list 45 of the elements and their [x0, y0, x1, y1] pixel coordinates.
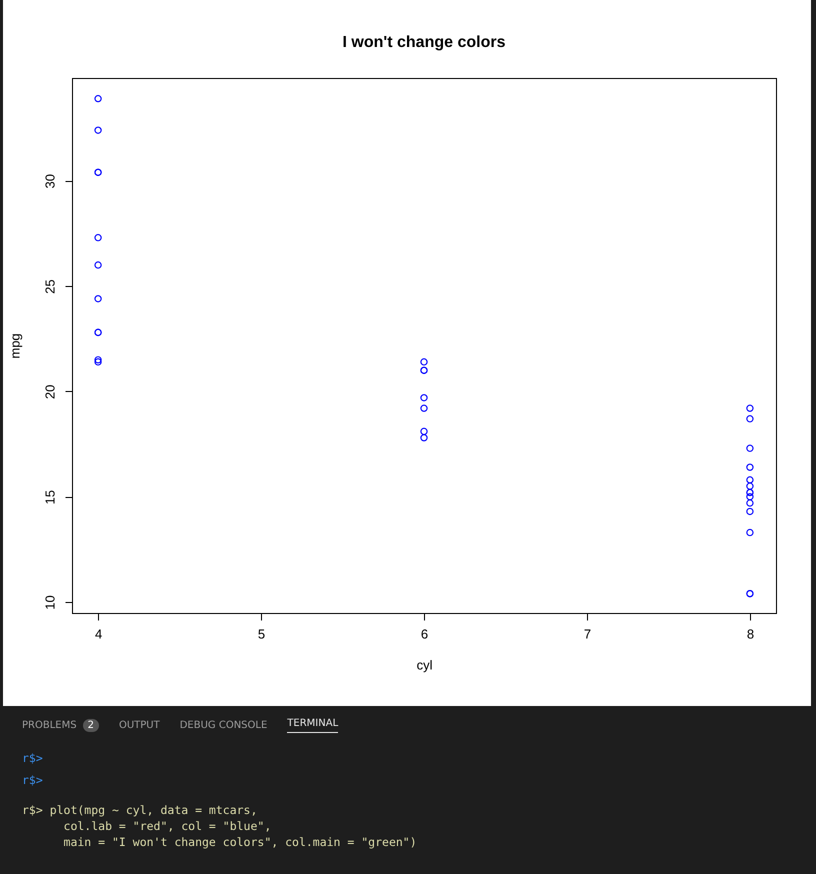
point: [94, 261, 102, 269]
y-tick-label: 30: [42, 174, 58, 189]
point: [746, 493, 754, 500]
text: col.lab = "red", col = "blue",: [62, 818, 272, 834]
point: [94, 356, 102, 364]
point: [94, 295, 102, 302]
point: [746, 415, 754, 422]
point: [746, 528, 754, 536]
point: [746, 476, 754, 484]
point: [94, 234, 102, 242]
point: [420, 358, 428, 366]
point: [746, 444, 754, 452]
point: [420, 394, 428, 402]
x-tick-label: 4: [94, 626, 102, 642]
text: r$>: [22, 772, 44, 788]
text: OUTPUT: [118, 720, 160, 730]
point: [94, 358, 102, 366]
x-tick-label: 7: [584, 626, 592, 642]
point: [420, 434, 428, 442]
point: [746, 464, 754, 471]
point: [94, 95, 102, 102]
text: main = "I won't change colors", col.main = "green"): [62, 834, 418, 850]
point: [420, 428, 428, 436]
text: 2: [82, 718, 99, 732]
y-axis-title: mpg: [8, 333, 22, 359]
text: DEBUG CONSOLE: [180, 720, 268, 730]
text: TERMINAL: [287, 718, 338, 732]
point: [420, 404, 428, 412]
point: [94, 126, 102, 134]
point: [746, 482, 754, 490]
x-tick-label: 5: [258, 626, 266, 642]
text: r$>: [22, 750, 44, 766]
y-tick-label: 15: [42, 490, 58, 504]
text: r$> plot(mpg ~ cyl, data = mtcars,: [22, 802, 258, 818]
chart-title: I won't change colors: [342, 34, 506, 51]
x-axis-title: cyl: [416, 658, 433, 672]
y-tick-label: 10: [42, 595, 58, 610]
point: [746, 508, 754, 516]
x-tick-label: 6: [420, 626, 428, 642]
y-tick-label: 20: [42, 384, 58, 400]
y-tick-label: 25: [42, 279, 58, 294]
x-tick-label: 8: [746, 626, 754, 642]
point: [746, 499, 754, 507]
point: [746, 404, 754, 412]
text: PROBLEMS: [22, 720, 77, 730]
